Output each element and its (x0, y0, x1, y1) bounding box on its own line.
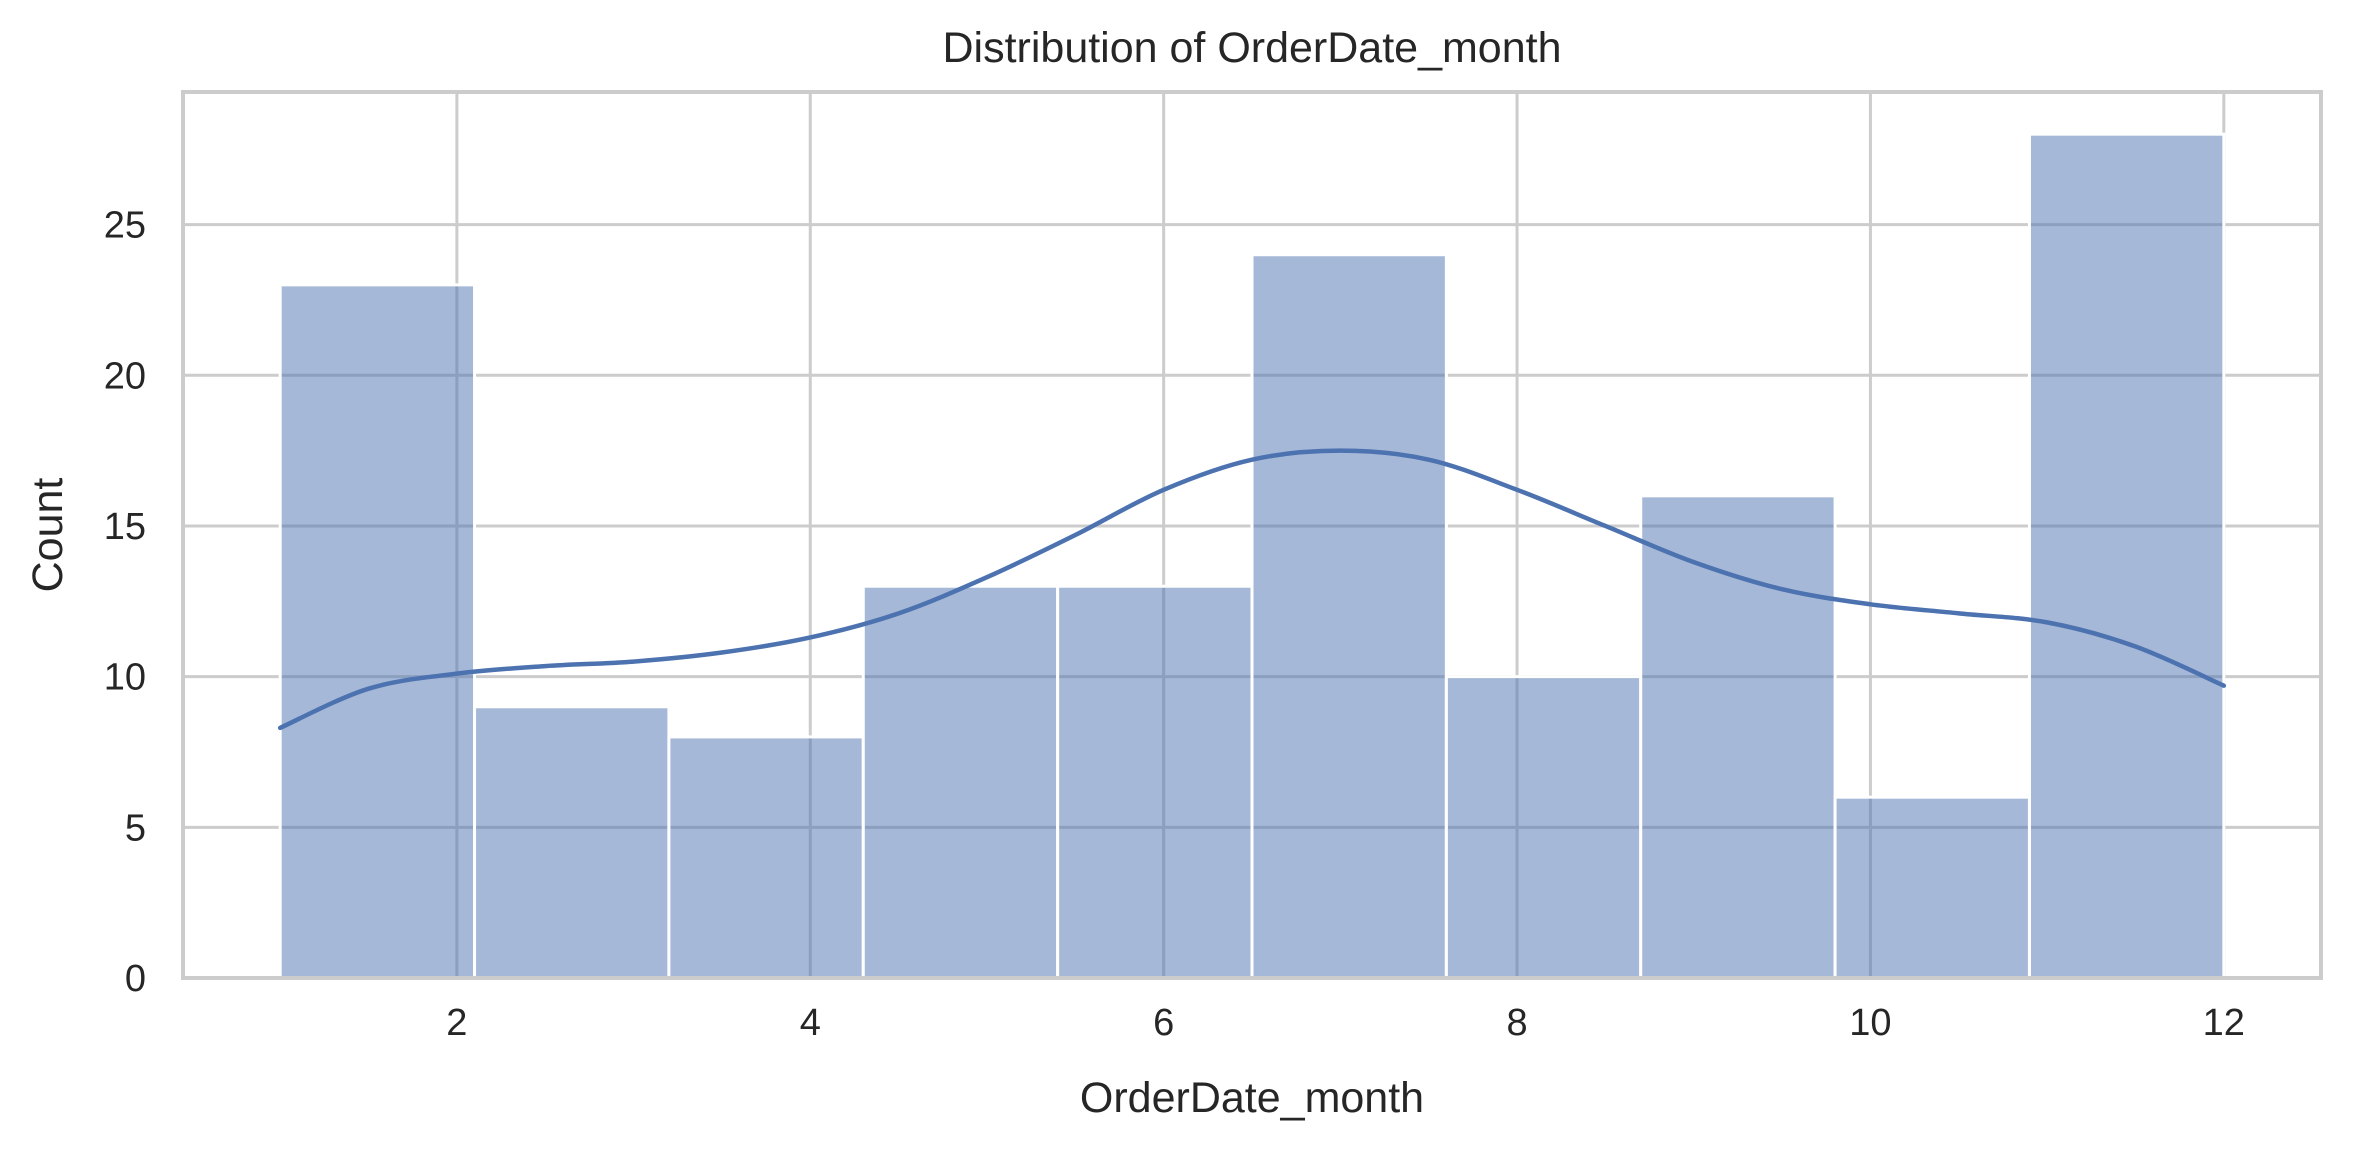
y-tick-label: 5 (125, 807, 146, 849)
x-tick-label: 10 (1849, 1002, 1891, 1044)
x-tick-label: 2 (446, 1002, 467, 1044)
x-axis-label: OrderDate_month (1080, 1074, 1424, 1122)
y-axis-label: Count (24, 478, 72, 593)
histogram-bar (1250, 253, 1448, 980)
x-tick-label: 8 (1506, 1002, 1527, 1044)
histogram-bar (1444, 675, 1643, 980)
histogram-bar (278, 283, 477, 980)
histogram-bar (1056, 584, 1254, 980)
histogram-bar (667, 735, 865, 980)
x-tick-label: 12 (2203, 1002, 2245, 1044)
x-tick-label: 4 (800, 1002, 821, 1044)
histogram-bar (1639, 494, 1837, 980)
y-tick-label: 25 (104, 205, 146, 247)
y-tick-label: 10 (104, 657, 146, 699)
x-tick-label: 6 (1153, 1002, 1174, 1044)
plot-frame (181, 90, 2323, 980)
histogram-bar (473, 705, 671, 980)
y-tick-label: 0 (125, 958, 146, 1000)
histogram-bar (1833, 795, 2031, 980)
y-tick-label: 15 (104, 506, 146, 548)
kde-curve-group (277, 448, 2227, 731)
y-axis-ticks: 0 5 10 15 20 25 (104, 205, 146, 1000)
histogram-bar (861, 584, 1060, 980)
x-axis-ticks: 2 4 6 8 10 12 (446, 1002, 2245, 1044)
kde-line (277, 448, 2227, 731)
histogram-bar (2027, 132, 2226, 980)
y-tick-label: 20 (104, 355, 146, 397)
histogram-bars (278, 132, 2226, 980)
chart-title: Distribution of OrderDate_month (942, 24, 1561, 72)
